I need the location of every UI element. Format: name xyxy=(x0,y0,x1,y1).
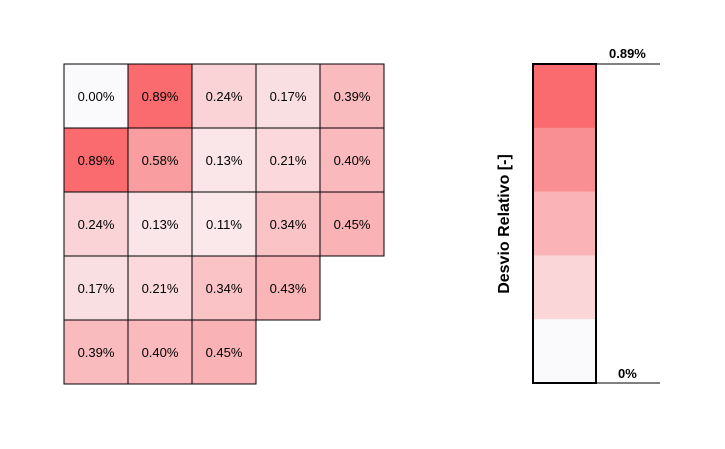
heatmap-cell-label: 0.34% xyxy=(206,281,243,296)
colorbar-title: Desvio Relativo [-] xyxy=(496,154,513,294)
heatmap-cell xyxy=(63,255,129,321)
heatmap-cell-label: 0.21% xyxy=(270,153,307,168)
colorbar-frame xyxy=(532,63,597,384)
heatmap-cell xyxy=(319,127,385,193)
heatmap-cell-label: 0.21% xyxy=(142,281,179,296)
colorbar: 0.89% 0% Desvio Relativo [-] xyxy=(496,46,660,384)
heatmap-cell-label: 0.13% xyxy=(206,153,243,168)
heatmap-cell xyxy=(63,63,129,129)
heatmap-cell xyxy=(191,255,257,321)
heatmap-cell-label: 0.45% xyxy=(334,217,371,232)
heatmap-cell xyxy=(191,63,257,129)
heatmap-cell-label: 0.34% xyxy=(270,217,307,232)
colorbar-band xyxy=(533,127,596,193)
colorbar-band xyxy=(533,191,596,256)
heatmap-cell-label: 0.39% xyxy=(334,89,371,104)
colorbar-band xyxy=(533,319,596,384)
heatmap-cell xyxy=(319,191,385,257)
heatmap-cell xyxy=(191,127,257,193)
heatmap-cell xyxy=(191,319,257,385)
colorbar-min-label: 0% xyxy=(618,366,637,381)
heatmap-cell-label: 0.24% xyxy=(206,89,243,104)
heatmap-cells: 0.00% 0.89% 0.24% 0.17% 0.39% 0.89% 0.58% 0.13%… xyxy=(63,63,385,385)
heatmap-cell xyxy=(255,191,321,257)
heatmap-cell-label: 0.17% xyxy=(78,281,115,296)
heatmap-cell xyxy=(127,255,193,321)
heatmap-cell-label: 0.11% xyxy=(206,217,242,232)
heatmap-cell-label: 0.40% xyxy=(142,345,179,360)
heatmap-cell-label: 0.13% xyxy=(142,217,179,232)
heatmap-cell xyxy=(127,63,193,129)
heatmap-cell xyxy=(127,191,193,257)
heatmap-cell-label: 0.58% xyxy=(142,153,179,168)
colorbar-band xyxy=(533,64,596,129)
colorbar-band xyxy=(533,255,596,320)
heatmap-cell-label: 0.89% xyxy=(78,153,115,168)
heatmap-cell xyxy=(63,319,129,385)
colorbar-bands xyxy=(533,64,596,384)
heatmap-cell-label: 0.39% xyxy=(78,345,115,360)
heatmap-cell xyxy=(255,63,321,129)
heatmap-cell xyxy=(63,127,129,193)
heatmap-cell xyxy=(255,255,321,321)
heatmap-cell xyxy=(127,319,193,385)
heatmap-cell-label: 0.43% xyxy=(270,281,307,296)
heatmap-cell-label: 0.24% xyxy=(78,217,115,232)
heatmap-cell-label: 0.89% xyxy=(142,89,179,104)
heatmap-cell-label: 0.17% xyxy=(270,89,307,104)
heatmap-cell-label: 0.00% xyxy=(78,89,115,104)
colorbar-max-label: 0.89% xyxy=(609,46,646,61)
heatmap-cell-label: 0.40% xyxy=(334,153,371,168)
heatmap-cell-label: 0.45% xyxy=(206,345,243,360)
